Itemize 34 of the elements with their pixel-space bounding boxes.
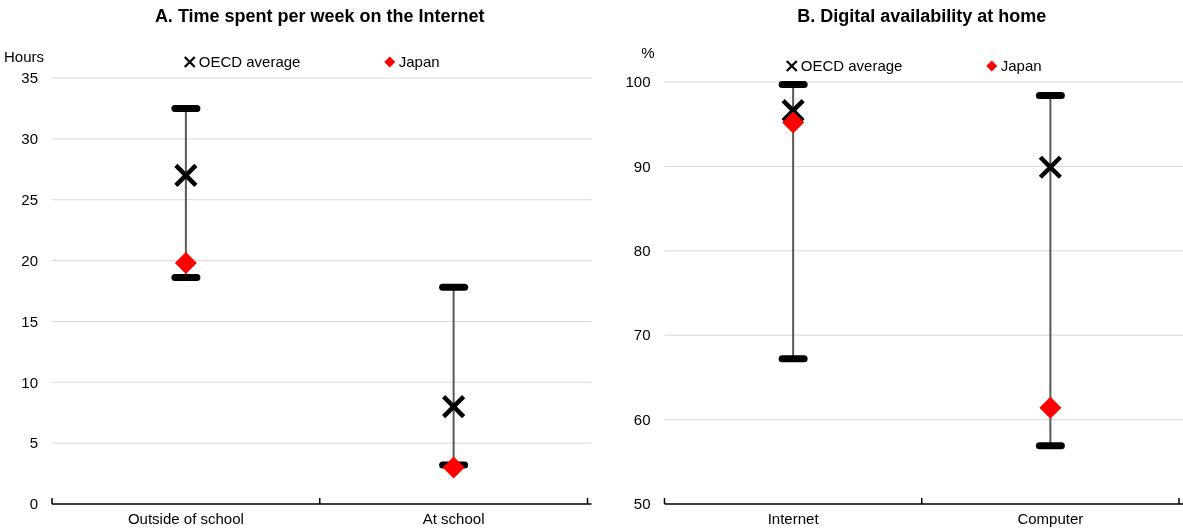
point <box>173 163 199 188</box>
chart-title: B. Digital availability at home <box>797 6 1047 26</box>
point <box>1038 154 1063 180</box>
x-tick-label: Outside of school <box>127 510 244 527</box>
x-tick-label: At school <box>422 510 485 527</box>
chart-title: A. Time spent per week on the Internet <box>154 6 485 26</box>
y-tick-label: 100 <box>625 73 651 91</box>
point <box>441 394 466 419</box>
y-tick-label: 0 <box>29 495 38 513</box>
legend-label: Japan <box>398 53 440 71</box>
y-axis-title: % <box>641 44 655 61</box>
y-tick-label: 10 <box>21 373 38 391</box>
y-axis-title: Hours <box>4 48 45 65</box>
point <box>442 456 465 479</box>
point <box>1039 396 1062 419</box>
point <box>174 252 197 275</box>
y-tick-label: 35 <box>21 69 38 87</box>
legend-label: OECD average <box>198 53 301 71</box>
y-tick-label: 70 <box>633 326 651 344</box>
y-tick-label: 50 <box>633 495 651 513</box>
y-tick-label: 60 <box>633 410 651 428</box>
y-tick-label: 15 <box>21 312 38 330</box>
point <box>780 98 806 123</box>
point <box>782 111 805 134</box>
legend-label: Japan <box>1000 57 1042 75</box>
legend-label: OECD average <box>800 57 903 75</box>
y-tick-label: 80 <box>633 242 651 260</box>
y-tick-label: 90 <box>633 157 651 175</box>
y-tick-label: 5 <box>29 434 38 452</box>
x-tick-label: Internet <box>767 510 820 527</box>
y-tick-label: 20 <box>21 251 38 269</box>
x-tick-label: Computer <box>1017 510 1084 527</box>
y-tick-label: 25 <box>21 190 38 208</box>
y-tick-label: 30 <box>21 130 38 148</box>
